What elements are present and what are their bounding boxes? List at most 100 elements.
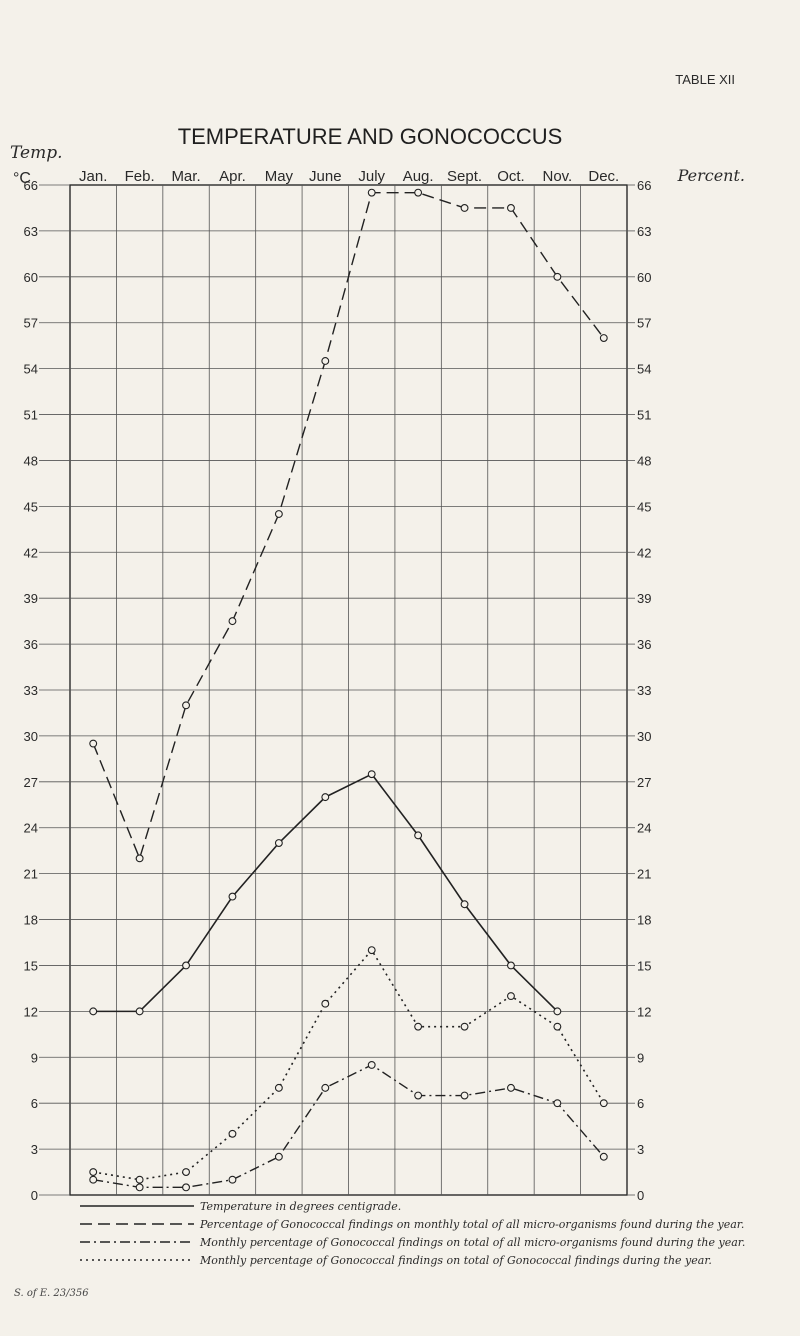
- left-tick-label: 12: [24, 1004, 38, 1019]
- right-tick-label: 0: [637, 1188, 644, 1203]
- left-tick-label: 0: [31, 1188, 38, 1203]
- left-tick-label: 9: [31, 1050, 38, 1065]
- series-dashed: [89, 188, 608, 863]
- data-point: [182, 1183, 190, 1192]
- data-point: [228, 1129, 237, 1138]
- chart-grid: [69, 184, 628, 1196]
- data-point: [507, 961, 515, 970]
- left-tick-label: 3: [31, 1142, 38, 1157]
- data-point: [599, 1152, 608, 1161]
- data-point: [553, 1099, 562, 1108]
- data-point: [228, 1175, 237, 1184]
- data-point: [274, 510, 283, 518]
- left-tick-label: 24: [24, 821, 38, 836]
- data-point: [228, 617, 237, 626]
- right-tick-label: 33: [637, 683, 651, 698]
- right-tick-label: 3: [637, 1142, 644, 1157]
- data-point: [182, 961, 190, 970]
- right-tick-label: 15: [637, 958, 651, 973]
- left-tick-label: 36: [24, 637, 38, 652]
- data-point: [321, 1083, 330, 1092]
- data-point: [321, 357, 330, 365]
- month-label: Jan.: [79, 168, 107, 185]
- data-point: [460, 1022, 469, 1031]
- series-line: [92, 191, 605, 860]
- right-axis-ticks: 6663605754514845423936333027242118151296…: [627, 178, 651, 1203]
- series-solid: [89, 770, 562, 1016]
- right-axis-label: Percent.: [677, 166, 745, 185]
- right-tick-label: 57: [637, 316, 651, 331]
- data-point: [274, 1152, 283, 1161]
- series-line: [93, 1064, 605, 1189]
- left-tick-label: 63: [24, 224, 38, 239]
- data-point: [553, 272, 562, 281]
- data-point: [367, 188, 376, 197]
- left-tick-label: 6: [31, 1096, 38, 1111]
- right-tick-label: 27: [637, 775, 651, 790]
- left-axis-ticks: 6663605754514845423936333027242118151296…: [24, 178, 70, 1203]
- right-tick-label: 9: [637, 1050, 644, 1065]
- data-point: [414, 831, 423, 840]
- right-tick-label: 18: [637, 913, 651, 928]
- month-label: July: [358, 168, 385, 185]
- footer-code: S. of E. 23/356: [14, 1288, 89, 1299]
- left-tick-label: 45: [24, 499, 38, 514]
- left-tick-label: 33: [24, 683, 38, 698]
- month-label: Oct.: [497, 168, 525, 185]
- right-tick-label: 36: [637, 637, 651, 652]
- left-tick-label: 54: [24, 362, 38, 377]
- data-point: [89, 1007, 98, 1016]
- data-point: [182, 1168, 190, 1176]
- right-tick-label: 24: [637, 821, 651, 836]
- data-point: [507, 992, 515, 1001]
- chart-title: TEMPERATURE AND GONOCOCCUS: [178, 124, 563, 149]
- data-point: [414, 188, 423, 197]
- left-axis-unit: °C: [13, 170, 31, 187]
- month-label: Nov.: [543, 168, 573, 185]
- data-point: [89, 739, 98, 748]
- month-label: Dec.: [588, 168, 619, 185]
- data-point: [135, 1007, 144, 1016]
- data-point: [367, 770, 376, 779]
- data-point: [274, 839, 283, 847]
- data-point: [553, 1007, 562, 1016]
- left-tick-label: 27: [24, 775, 38, 790]
- left-tick-label: 39: [24, 591, 38, 606]
- month-label: Mar.: [171, 168, 200, 185]
- legend-label: Temperature in degrees centigrade.: [200, 1200, 401, 1213]
- data-point: [135, 1183, 144, 1192]
- right-tick-label: 45: [637, 499, 651, 514]
- data-point: [135, 854, 144, 863]
- left-tick-label: 18: [24, 913, 38, 928]
- data-point: [507, 1083, 515, 1092]
- data-point: [599, 334, 608, 342]
- data-point: [321, 793, 330, 802]
- data-point: [414, 1022, 423, 1031]
- month-label: Aug.: [403, 168, 434, 185]
- right-tick-label: 63: [637, 224, 651, 239]
- data-point: [274, 1083, 283, 1092]
- data-point: [553, 1022, 562, 1031]
- data-point: [367, 1060, 376, 1069]
- right-tick-label: 66: [637, 178, 651, 193]
- data-point: [89, 1168, 98, 1176]
- right-tick-label: 21: [637, 867, 651, 882]
- right-tick-label: 48: [637, 453, 651, 468]
- right-tick-label: 42: [637, 545, 651, 560]
- month-label: Sept.: [447, 168, 482, 185]
- data-point: [507, 204, 515, 212]
- data-point: [367, 946, 376, 955]
- month-labels: Jan. Feb. Mar. Apr. May June July Aug. Sept. Oct.…: [79, 168, 619, 185]
- chart-legend: Temperature in degrees centigrade. Percen…: [80, 1200, 745, 1267]
- left-tick-label: 66: [24, 178, 38, 193]
- right-tick-label: 51: [637, 408, 651, 423]
- legend-label: Monthly percentage of Gonococcal finding…: [199, 1254, 712, 1267]
- right-tick-label: 6: [637, 1096, 644, 1111]
- right-tick-label: 12: [637, 1004, 651, 1019]
- left-tick-label: 51: [24, 408, 38, 423]
- right-tick-label: 39: [637, 591, 651, 606]
- data-point: [460, 204, 469, 212]
- table-label: TABLE XII: [675, 72, 735, 87]
- data-point: [135, 1175, 144, 1184]
